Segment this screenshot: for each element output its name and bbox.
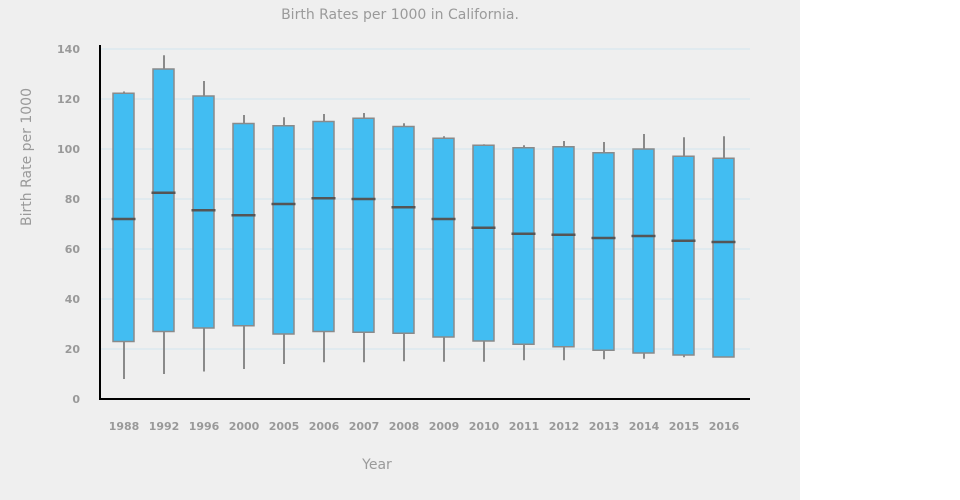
box-body bbox=[112, 92, 135, 343]
box-2014 bbox=[631, 134, 656, 359]
y-tick-label: 0 bbox=[72, 393, 80, 406]
y-tick-label: 80 bbox=[65, 193, 81, 206]
box-body bbox=[352, 117, 375, 333]
x-tick-label: 1992 bbox=[149, 420, 180, 433]
box-2012 bbox=[551, 141, 576, 361]
box-2007 bbox=[351, 113, 376, 363]
box-1992 bbox=[151, 55, 176, 374]
x-tick-label: 2006 bbox=[309, 420, 340, 433]
box-2006 bbox=[311, 114, 336, 363]
box-body bbox=[312, 120, 335, 333]
x-tick-label: 2013 bbox=[589, 420, 620, 433]
y-tick-labels: 0 20 40 60 80 100 120 140 bbox=[57, 43, 80, 406]
y-axis-title: Birth Rate per 1000 bbox=[19, 88, 35, 226]
x-tick-label: 2010 bbox=[469, 420, 500, 433]
box-body bbox=[152, 68, 175, 333]
x-tick-label: 2009 bbox=[429, 420, 460, 433]
box-2010 bbox=[471, 144, 496, 362]
box-1988 bbox=[111, 91, 136, 379]
box-body bbox=[552, 146, 575, 348]
y-tick-label: 40 bbox=[65, 293, 81, 306]
box-1996 bbox=[191, 81, 216, 372]
box-body bbox=[472, 144, 495, 342]
box-body bbox=[272, 125, 295, 335]
box-body bbox=[192, 95, 215, 329]
box-body bbox=[632, 148, 655, 354]
x-tick-label: 2007 bbox=[349, 420, 380, 433]
box-2016 bbox=[711, 136, 736, 358]
x-tick-label: 2014 bbox=[629, 420, 660, 433]
box-body bbox=[672, 155, 695, 356]
box-2005 bbox=[271, 117, 296, 364]
y-tick-label: 140 bbox=[57, 43, 80, 56]
box-body bbox=[392, 125, 415, 334]
boxes bbox=[111, 55, 736, 379]
x-tick-label: 2016 bbox=[709, 420, 740, 433]
x-axis-title: Year bbox=[361, 457, 392, 473]
x-tick-labels: 1988 1992 1996 2000 2005 2006 2007 2008 2009 2010… bbox=[109, 420, 740, 433]
x-tick-label: 1996 bbox=[189, 420, 220, 433]
box-body bbox=[712, 157, 735, 358]
box-2008 bbox=[391, 123, 416, 362]
box-body bbox=[432, 137, 455, 338]
x-tick-label: 2011 bbox=[509, 420, 540, 433]
x-tick-label: 2008 bbox=[389, 420, 420, 433]
box-2013 bbox=[591, 142, 616, 360]
box-2000 bbox=[231, 115, 256, 369]
box-2011 bbox=[511, 145, 536, 361]
x-tick-label: 2000 bbox=[229, 420, 260, 433]
box-2009 bbox=[431, 136, 456, 362]
x-tick-label: 2015 bbox=[669, 420, 700, 433]
chart-title: Birth Rates per 1000 in California. bbox=[281, 7, 519, 23]
y-tick-label: 100 bbox=[57, 143, 80, 156]
x-tick-label: 1988 bbox=[109, 420, 140, 433]
box-2015 bbox=[671, 137, 696, 358]
y-tick-label: 120 bbox=[57, 93, 80, 106]
y-tick-label: 60 bbox=[65, 243, 81, 256]
x-tick-label: 2005 bbox=[269, 420, 300, 433]
box-body bbox=[592, 152, 615, 351]
x-tick-label: 2012 bbox=[549, 420, 580, 433]
box-body bbox=[512, 147, 535, 345]
y-tick-label: 20 bbox=[65, 343, 81, 356]
box-body bbox=[232, 122, 255, 327]
